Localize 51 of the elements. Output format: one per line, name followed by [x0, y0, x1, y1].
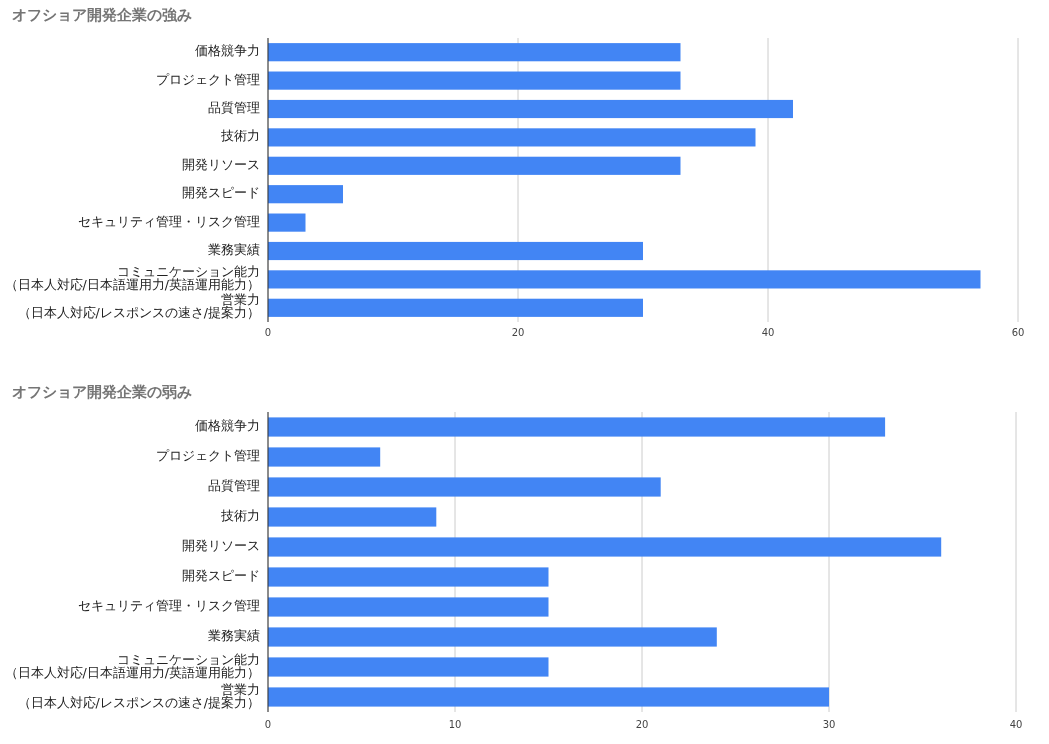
y-tick-label: 開発リソース: [182, 156, 260, 172]
bar: [268, 213, 306, 232]
bar: [268, 298, 643, 317]
y-tick-label: 開発スピード: [182, 185, 260, 201]
x-tick-label: 0: [264, 719, 272, 730]
bar: [268, 597, 549, 617]
bar: [268, 270, 981, 289]
bar: [268, 447, 381, 467]
bar: [268, 185, 343, 204]
x-tick-label: 0: [264, 327, 272, 338]
x-tick-label: 20: [511, 327, 525, 338]
bar: [268, 657, 549, 677]
y-tick-label: 営業力（日本人対応/レスポンスの速さ/提案力）: [17, 681, 260, 710]
x-tick-label: 20: [635, 719, 649, 730]
bar: [268, 507, 437, 527]
bar: [268, 477, 661, 497]
y-tick-label: コミュニケーション能力（日本人対応/日本語運用力/英語運用能力）: [4, 651, 260, 680]
y-tick-label: 品質管理: [208, 478, 260, 493]
y-tick-label: 価格競争力: [195, 418, 260, 433]
text: オフショア開発企業の弱み: [12, 383, 192, 401]
y-tick-label: 業務実績: [208, 628, 260, 643]
x-tick-label: 30: [822, 719, 836, 730]
bar: [268, 537, 942, 557]
y-tick-label: 技術力: [220, 128, 260, 144]
y-tick-label: 価格競争力: [195, 43, 260, 59]
y-tick-label: 技術力: [220, 508, 260, 523]
bar: [268, 71, 681, 90]
text: オフショア開発企業の強み: [12, 6, 192, 24]
bar: [268, 156, 681, 175]
bar: [268, 241, 643, 261]
x-tick-label: 60: [1011, 327, 1025, 338]
x-tick-label: 40: [1009, 719, 1023, 730]
y-tick-label: 開発スピード: [182, 568, 260, 583]
y-tick-label: 品質管理: [208, 100, 260, 115]
y-tick-label: 開発リソース: [182, 538, 260, 553]
bar: [268, 567, 549, 587]
y-tick-label: プロジェクト管理: [156, 448, 260, 463]
x-tick-label: 10: [448, 719, 462, 730]
y-tick-label: セキュリティ管理・リスク管理: [78, 598, 260, 613]
bar: [268, 627, 717, 647]
bar: [268, 128, 756, 147]
bar: [268, 687, 829, 707]
x-tick-label: 40: [761, 327, 775, 338]
y-tick-label: プロジェクト管理: [156, 71, 260, 87]
bar: [268, 43, 681, 62]
y-tick-label: 営業力（日本人対応/レスポンスの速さ/提案力）: [17, 292, 260, 321]
y-tick-label: セキュリティ管理・リスク管理: [78, 213, 260, 229]
bar: [268, 99, 793, 119]
y-tick-label: 業務実績: [208, 242, 260, 257]
bar: [268, 417, 886, 437]
y-tick-label: コミュニケーション能力（日本人対応/日本語運用力/英語運用能力）: [4, 263, 260, 292]
